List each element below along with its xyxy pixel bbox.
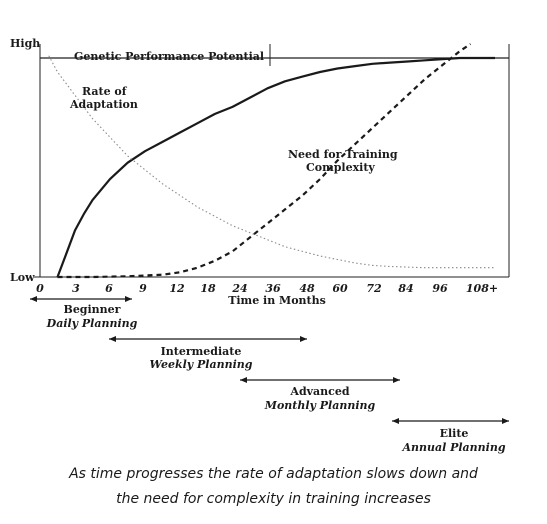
x-tick-label: 96 (432, 282, 448, 295)
label-training-complexity-2: Complexity (306, 161, 375, 174)
series-layer (48, 43, 495, 279)
phase-planning-advanced: Monthly Planning (264, 399, 376, 412)
phase-name-beginner: Beginner (64, 303, 121, 316)
series-line-rate-of-adaptation (56, 56, 495, 278)
x-tick-labels: 0 3 6 9 12 18 24 36 48 60 72 84 96 108+ (36, 282, 498, 295)
x-tick-label: 108+ (466, 282, 498, 295)
x-tick-label: 84 (398, 282, 413, 295)
phase-planning-elite: Annual Planning (401, 441, 505, 454)
caption-line-2: the need for complexity in training incr… (116, 491, 431, 507)
y-label-high: High (10, 37, 40, 50)
series-line-dotted-2 (48, 55, 495, 269)
label-rate-of-adaptation-1: Rate of (82, 85, 128, 98)
x-tick-label: 18 (200, 282, 216, 295)
x-tick-label: 3 (72, 282, 80, 295)
caption-line-1: As time progresses the rate of adaptatio… (69, 466, 478, 482)
x-tick-label: 9 (139, 282, 147, 295)
phase-planning-intermediate: Weekly Planning (150, 358, 253, 371)
phase-name-elite: Elite (440, 427, 469, 440)
phase-name-intermediate: Intermediate (161, 345, 242, 358)
y-label-low: Low (10, 271, 35, 284)
x-axis-label: Time in Months (228, 294, 326, 307)
phase-name-advanced: Advanced (289, 385, 349, 398)
chart: High Low Genetic Performance Potential R… (10, 37, 510, 454)
x-tick-label: 24 (231, 282, 247, 295)
x-tick-label: 12 (169, 282, 185, 295)
caption: As time progresses the rate of adaptatio… (0, 462, 547, 512)
label-rate-of-adaptation-2: Adaptation (69, 98, 138, 111)
x-tick-label: 6 (105, 282, 113, 295)
x-tick-label: 48 (299, 282, 315, 295)
x-tick-label: 36 (265, 282, 281, 295)
x-tick-label: 0 (36, 282, 44, 295)
x-tick-label: 60 (332, 282, 348, 295)
phase-planning-beginner: Daily Planning (46, 317, 138, 330)
genetic-potential-label: Genetic Performance Potential (74, 50, 264, 63)
x-tick-label: 72 (366, 282, 382, 295)
series-line-need-for-training-complexity (57, 43, 472, 279)
label-training-complexity-1: Need for Training (288, 148, 398, 161)
